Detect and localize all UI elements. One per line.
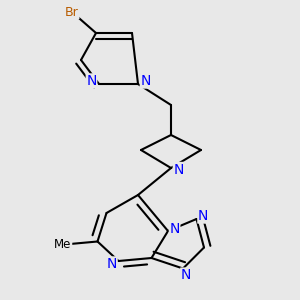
Text: N: N [181,268,191,282]
Text: N: N [173,163,184,176]
Text: Br: Br [65,5,79,19]
Text: N: N [140,74,151,88]
Text: N: N [107,257,117,271]
Text: N: N [169,222,180,236]
Text: N: N [86,74,97,88]
Text: Me: Me [54,238,72,251]
Text: N: N [198,209,208,223]
